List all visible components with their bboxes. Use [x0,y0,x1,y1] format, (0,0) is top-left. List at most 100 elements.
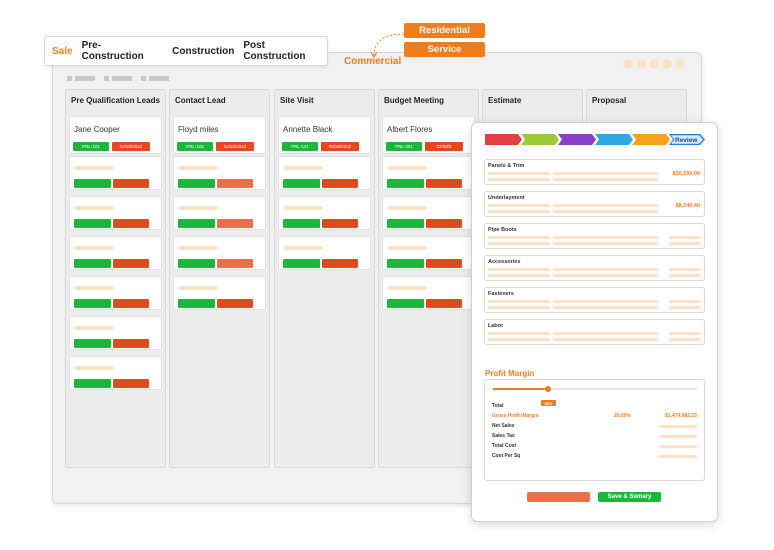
summary-row-gross-profit-margin: Gross Profit Margin 20.00% $1,474,982.15 [492,413,697,421]
column-title: Estimate [488,96,522,105]
row-label: Sales Tax [492,433,515,439]
row-percent: 20.00% [614,413,631,419]
step-review-label: Review [675,137,698,144]
lead-name: Jane Cooper [74,125,120,134]
window-controls [623,59,685,69]
section-pipe-boots[interactable]: Pipe Boots [484,223,705,249]
tab-pre-construction[interactable]: Pre- Construction [81,40,144,62]
lead-card[interactable]: Albert Flores PRL-301 02/28/2 [382,116,475,154]
column-title: Site Visit [280,96,314,105]
placeholder-card[interactable] [69,316,162,350]
section-labor[interactable]: Labor [484,319,705,345]
window-dot[interactable] [636,59,646,69]
window-dot[interactable] [649,59,659,69]
section-underlayment[interactable]: Underlayment $8,240.40 [484,191,705,217]
step-4[interactable] [595,134,633,145]
section-title: Fasteners [488,291,514,297]
section-fasteners[interactable]: Fasteners [484,287,705,313]
placeholder-card[interactable] [173,236,266,270]
section-title: Labor [488,323,504,329]
row-amount: $1,474,982.15 [665,413,697,419]
tab-post-construction[interactable]: Post Construction [243,40,306,62]
profit-margin-box: 20% Total Gross Profit Margin 20.00% $1,… [484,379,705,481]
placeholder-card[interactable] [69,156,162,190]
step-2[interactable] [521,134,559,145]
placeholder-card[interactable] [69,276,162,310]
section-title: Underlayment [488,195,525,201]
column-title: Proposal [592,96,627,105]
column-title: Budget Meeting [384,96,444,105]
commercial-label[interactable]: Commercial [344,56,402,67]
row-label: Gross Profit Margin [492,413,539,419]
placeholder-card[interactable] [69,356,162,390]
step-3[interactable] [558,134,596,145]
row-label: Cost Per Sq [492,453,521,459]
placeholder-card[interactable] [69,196,162,230]
placeholder-card[interactable] [382,276,475,310]
connector-line [370,33,405,58]
tab-construction[interactable]: Construction [172,45,235,57]
slider-fill [493,388,548,390]
column-title: Contact Lead [175,96,226,105]
placeholder-card[interactable] [69,236,162,270]
summary-row-cost-per-sq: Cost Per Sq [492,453,697,461]
tab-sale[interactable]: Sale [52,45,73,57]
placeholder-card[interactable] [173,196,266,230]
lead-date-badge: 02/28/2022 [216,142,254,151]
service-tag[interactable]: Service [404,42,485,57]
placeholder-card[interactable] [278,156,371,190]
profit-margin-title: Profit Margin [485,369,535,378]
placeholder-card[interactable] [173,276,266,310]
step-5[interactable] [632,134,670,145]
section-title: Panels & Trim [488,163,525,169]
lead-id-badge: PRL-105 [177,142,213,151]
placeholder-card[interactable] [382,236,475,270]
row-label: Total [492,403,504,409]
lead-id-badge: PRL-301 [386,142,422,151]
column-site-visit: Site Visit Annette Black PRL-121 05/28/2… [274,89,375,468]
section-title: Accessories [488,259,521,265]
toolbar-item[interactable] [67,76,95,81]
board-toolbar [67,76,169,81]
lead-date-badge: 02/28/2022 [112,142,150,151]
summary-row-net-sales: Net Sales [492,423,697,431]
summary-row-sales-tax: Sales Tax [492,433,697,441]
placeholder-card[interactable] [278,196,371,230]
residential-tag[interactable]: Residential [404,23,485,38]
column-contact-lead: Contact Lead Floyd miles PRL-105 02/28/2… [169,89,270,468]
lead-card[interactable]: Floyd miles PRL-105 02/28/2022 [173,116,266,154]
step-1[interactable] [485,134,522,145]
lead-id-badge: PRL-101 [73,142,109,151]
stage-tab-bar: Sale Pre- Construction Construction Post… [44,36,328,66]
lead-date-badge: 02/28/2 [425,142,463,151]
window-dot[interactable] [662,59,672,69]
placeholder-card[interactable] [382,196,475,230]
column-pre-qualification-leads: Pre Qualification Leads Jane Cooper PRL-… [65,89,166,468]
lead-date-badge: 05/28/2022 [321,142,359,151]
placeholder-card[interactable] [278,236,371,270]
toolbar-item[interactable] [104,76,132,81]
section-panels-trim[interactable]: Panels & Trim $30,150.00 [484,159,705,185]
lead-name: Annette Black [283,125,333,134]
toolbar-item[interactable] [141,76,169,81]
placeholder-card[interactable] [173,156,266,190]
save-summary-button[interactable]: Save & Sumary [598,492,661,502]
section-accessories[interactable]: Accessories [484,255,705,281]
window-dot[interactable] [623,59,633,69]
section-title: Pipe Boots [488,227,517,233]
column-budget-meeting: Budget Meeting Albert Flores PRL-301 02/… [378,89,479,468]
slider-value-badge: 20% [541,400,556,406]
row-label: Net Sales [492,423,515,429]
lead-name: Floyd miles [178,125,219,134]
placeholder-card[interactable] [382,156,475,190]
slider-handle[interactable] [545,386,551,392]
row-label: Total Cost [492,443,517,449]
lead-name: Albert Flores [387,125,433,134]
profit-margin-slider[interactable]: 20% [493,386,697,406]
column-title: Pre Qualification Leads [71,96,160,105]
lead-card[interactable]: Jane Cooper PRL-101 02/28/2022 [69,116,162,154]
cancel-button[interactable] [527,492,590,502]
lead-card[interactable]: Annette Black PRL-121 05/28/2022 [278,116,371,154]
window-dot[interactable] [675,59,685,69]
lead-id-badge: PRL-121 [282,142,318,151]
